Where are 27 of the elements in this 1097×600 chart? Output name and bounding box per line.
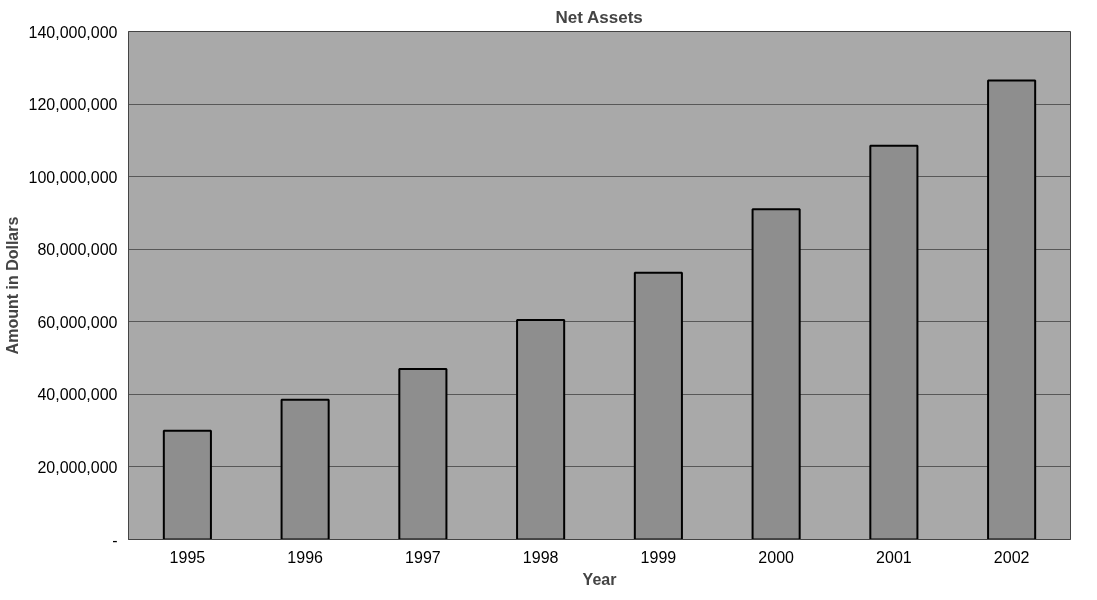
x-axis-title: Year — [582, 570, 617, 588]
y-tick-label: 100,000,000 — [28, 168, 118, 186]
y-tick-label: - — [112, 531, 118, 549]
x-tick-label: 2002 — [993, 548, 1030, 566]
y-tick-label: 120,000,000 — [28, 96, 118, 114]
bar — [869, 144, 919, 540]
bar — [280, 398, 330, 540]
bar — [987, 79, 1037, 540]
bar — [516, 318, 566, 540]
x-tick-label: 1997 — [405, 548, 441, 566]
x-tick-label: 1996 — [287, 548, 324, 566]
bar — [633, 271, 683, 540]
y-tick-label: 140,000,000 — [28, 23, 118, 41]
x-tick-label: 1998 — [522, 548, 559, 566]
x-tick-label: 2000 — [758, 548, 795, 566]
x-tick-label: 2001 — [876, 548, 912, 566]
bar — [162, 429, 212, 540]
chart-title: Net Assets — [555, 7, 643, 27]
y-tick-label: 60,000,000 — [37, 313, 118, 331]
y-tick-label: 40,000,000 — [37, 386, 118, 404]
y-tick-label: 20,000,000 — [37, 458, 118, 476]
bar — [751, 208, 801, 540]
x-tick-label: 1999 — [640, 548, 677, 566]
y-axis-title: Amount in Dollars — [3, 216, 21, 355]
bar — [398, 367, 448, 540]
x-tick-label: 1995 — [169, 548, 206, 566]
y-tick-label: 80,000,000 — [37, 241, 118, 259]
